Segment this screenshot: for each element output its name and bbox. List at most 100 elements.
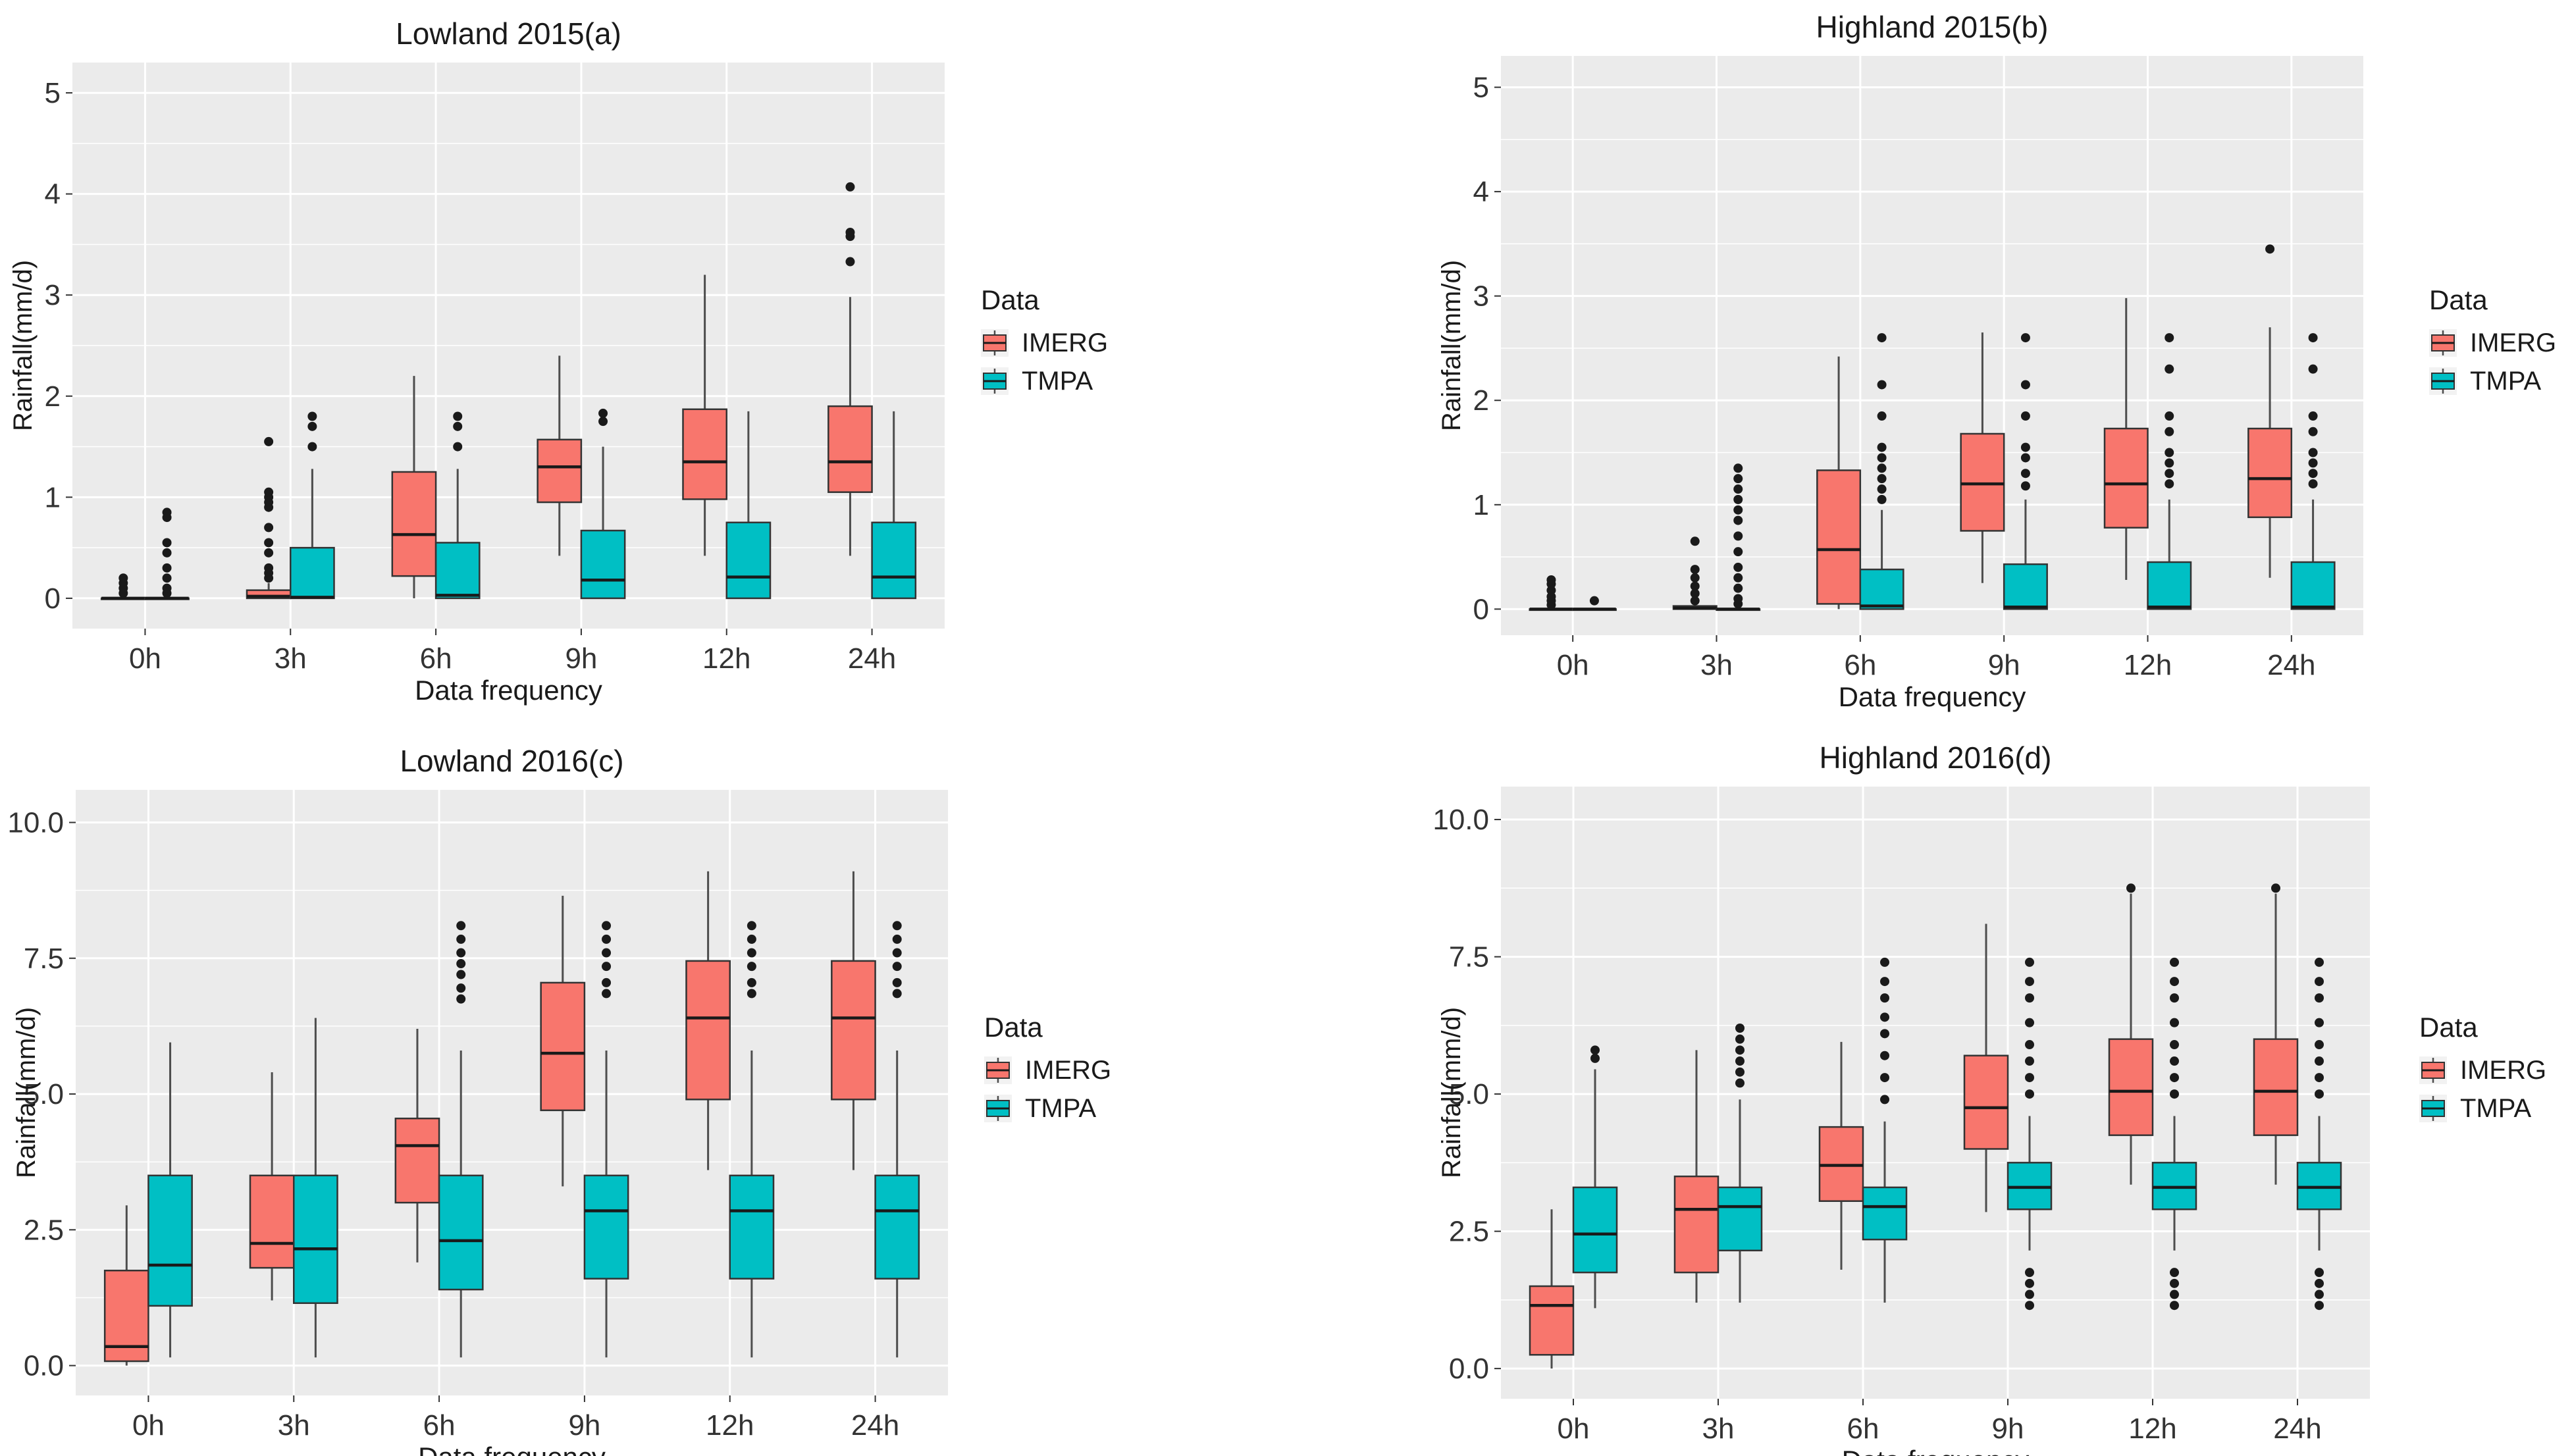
box-imerg-9h <box>1960 332 2005 583</box>
legend-entry-tmpa: TMPA <box>1025 1094 1096 1123</box>
outlier-point <box>2020 442 2030 452</box>
outlier-point <box>2025 957 2034 967</box>
y-tick-label: 2 <box>1473 384 1489 417</box>
outlier-point <box>1733 463 1743 473</box>
x-tick-label: 6h <box>1847 1413 1879 1445</box>
box-imerg-12h <box>2108 883 2154 1185</box>
outlier-point <box>2265 244 2275 254</box>
outlier-point <box>598 417 608 427</box>
x-tick-label: 12h <box>2124 649 2172 681</box>
box-tmpa-3h <box>1716 463 1761 611</box>
iqr-box <box>1816 469 1862 605</box>
iqr-box <box>249 1174 295 1269</box>
box-tmpa-12h <box>2151 957 2197 1311</box>
box-tmpa-0h <box>1571 596 1617 611</box>
x-axis-label: Data frequency <box>415 675 602 706</box>
box-tmpa-6h <box>1862 957 1908 1303</box>
iqr-box <box>434 542 481 600</box>
box-imerg-0h <box>100 573 146 600</box>
box-imerg-12h <box>685 871 731 1170</box>
x-axis-label: Data frequency <box>1839 681 2026 712</box>
chart-title: Lowland 2015(a) <box>396 16 621 51</box>
outlier-point <box>307 421 317 431</box>
outlier-point <box>1880 977 1889 987</box>
legend-entry-imerg: IMERG <box>1022 328 1108 357</box>
outlier-point <box>2170 1073 2179 1083</box>
outlier-point <box>2165 364 2174 374</box>
outlier-point <box>2308 448 2318 457</box>
outlier-point <box>2020 481 2030 491</box>
y-tick-label: 0 <box>45 583 61 615</box>
outlier-point <box>2170 957 2179 967</box>
box-imerg-6h <box>1818 1041 1864 1270</box>
outlier-point <box>1733 594 1743 604</box>
outlier-point <box>845 257 855 267</box>
outlier-point <box>2170 1018 2179 1027</box>
iqr-box <box>725 521 772 600</box>
outlier-point <box>602 921 612 931</box>
outlier-point <box>1877 484 1887 494</box>
legend-entry-tmpa: TMPA <box>2460 1094 2531 1123</box>
outlier-point <box>307 442 317 452</box>
outlier-point <box>1733 505 1743 515</box>
outlier-point <box>2170 1301 2179 1311</box>
outlier-point <box>2165 448 2174 457</box>
box-tmpa-3h <box>1717 1023 1763 1303</box>
outlier-point <box>2170 993 2179 1003</box>
outlier-point <box>2025 1040 2034 1050</box>
outlier-point <box>2165 427 2174 436</box>
box-imerg-9h <box>1963 923 2009 1212</box>
outlier-point <box>2271 883 2280 893</box>
x-tick-label: 12h <box>702 642 750 675</box>
outlier-point <box>1880 1012 1889 1022</box>
outlier-point <box>453 411 463 421</box>
outlier-point <box>2025 1056 2034 1066</box>
box-tmpa-24h <box>2296 957 2342 1311</box>
outlier-point <box>747 921 756 931</box>
outlier-point <box>1733 515 1743 525</box>
outlier-point <box>118 573 128 583</box>
legend-entry-tmpa: TMPA <box>1022 367 1093 396</box>
outlier-point <box>453 442 463 452</box>
outlier-point <box>2315 977 2324 987</box>
y-tick-label: 7.5 <box>24 943 64 975</box>
box-tmpa-12h <box>725 411 772 600</box>
chart-panel-lowland-2015: Lowland 2015(a) 0 1 2 3 4 5 0h 3h 6h 9h 12h 24h Data … <box>0 0 1159 727</box>
box-imerg-9h <box>540 895 586 1187</box>
y-tick-label: 10.0 <box>1432 804 1489 836</box>
y-tick-label: 0.0 <box>1449 1353 1489 1385</box>
iqr-box <box>729 1174 775 1280</box>
outlier-point <box>1735 1067 1745 1077</box>
outlier-point <box>747 948 756 958</box>
outlier-point <box>1590 1053 1600 1063</box>
box-imerg-24h <box>2247 244 2293 578</box>
outlier-point <box>162 573 172 583</box>
outlier-point <box>1546 575 1556 585</box>
iqr-box <box>685 960 731 1101</box>
outlier-point <box>1877 474 1887 484</box>
y-axis-label: Rainfall(mm/d) <box>1437 260 1466 431</box>
outlier-point <box>602 989 612 999</box>
legend: Data IMERG TMPA <box>2419 1012 2546 1123</box>
x-tick-label: 9h <box>1988 649 2020 681</box>
outlier-point <box>456 948 466 958</box>
x-tick-label: 6h <box>420 642 452 675</box>
outlier-point <box>1589 596 1599 606</box>
box-tmpa-24h <box>871 411 917 600</box>
x-tick-label: 3h <box>1702 1413 1735 1445</box>
outlier-point <box>1877 380 1887 390</box>
outlier-point <box>2020 380 2030 390</box>
outlier-point <box>892 948 902 958</box>
iqr-box <box>2290 561 2336 610</box>
box-tmpa-6h <box>1859 333 1904 610</box>
box-imerg-24h <box>831 871 876 1170</box>
outlier-point <box>456 921 466 931</box>
outlier-point <box>264 563 274 573</box>
outlier-point <box>2025 977 2034 987</box>
iqr-box <box>537 438 583 504</box>
iqr-box <box>1963 1054 2009 1150</box>
box-tmpa-9h <box>2003 333 2048 610</box>
outlier-point <box>307 411 317 421</box>
outlier-point <box>453 421 463 431</box>
outlier-point <box>2165 469 2174 479</box>
